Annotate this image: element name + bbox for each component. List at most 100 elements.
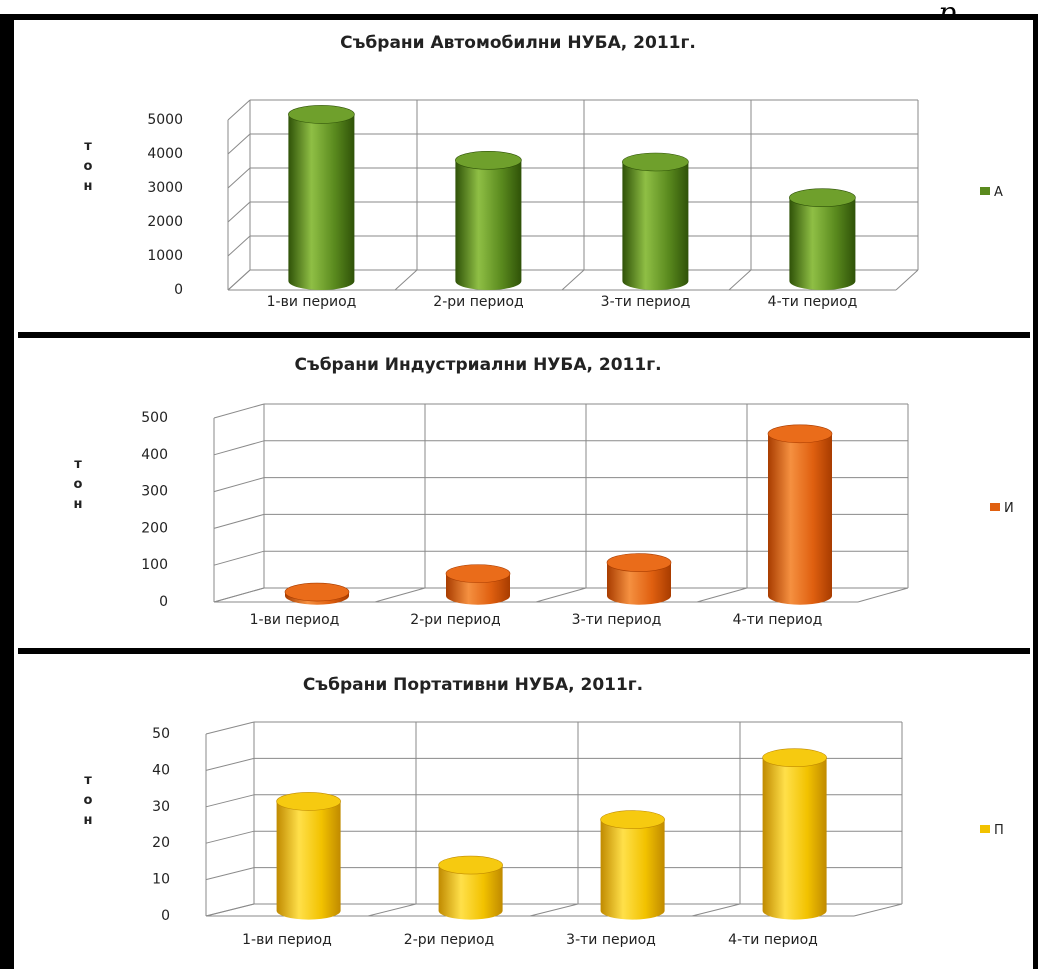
- chart-title: Събрани Автомобилни НУБА, 2011г.: [340, 33, 696, 53]
- gridline-depth: [213, 477, 265, 493]
- bar-top: [600, 810, 665, 829]
- legend-swatch: [980, 187, 990, 195]
- y-tick-label: 200: [141, 520, 168, 536]
- floor-divider: [374, 587, 426, 603]
- y-tick-label: 0: [159, 594, 168, 610]
- bar-body: [762, 757, 827, 920]
- y-axis-label: н: [74, 497, 83, 512]
- gridline-depth: [205, 757, 255, 771]
- y-tick-label: 100: [141, 557, 168, 573]
- floor-divider: [205, 903, 255, 917]
- x-tick-label: 1-ви период: [242, 932, 332, 948]
- x-tick-label: 3-ти период: [572, 612, 662, 628]
- gridline-depth: [227, 99, 251, 121]
- gridline-depth: [213, 440, 265, 456]
- x-tick-label: 2-ри период: [410, 612, 500, 628]
- bar-body: [622, 162, 689, 290]
- bar-body: [768, 433, 832, 605]
- y-tick-label: 1000: [147, 248, 183, 264]
- x-tick-label: 4-ти период: [728, 932, 818, 948]
- bar-body: [607, 562, 671, 605]
- bar: [455, 151, 522, 290]
- y-axis-label: т: [84, 139, 92, 154]
- floor-divider: [227, 269, 251, 291]
- floor-divider: [696, 587, 748, 603]
- y-axis-label: т: [84, 773, 92, 788]
- y-tick-label: 3000: [147, 180, 183, 196]
- chart-industrial: Събрани Индустриални НУБА, 2011г. 500 400 3…: [74, 355, 1014, 628]
- legend-label: А: [994, 185, 1003, 200]
- bar-body: [455, 160, 522, 290]
- x-tick-label: 1-ви период: [250, 612, 340, 628]
- chart-portable: Събрани Портативни НУБА, 2011г. 50 40 30 20 1…: [84, 675, 1004, 948]
- legend-label: И: [1004, 501, 1014, 516]
- x-tick-label: 1-ви период: [267, 294, 357, 310]
- x-tick-label: 3-ти период: [566, 932, 656, 948]
- y-axis-label: о: [74, 477, 83, 492]
- bar: [762, 748, 827, 920]
- y-tick-label: 4000: [147, 146, 183, 162]
- bar-body: [438, 865, 503, 920]
- gridline-depth: [205, 867, 255, 881]
- bar: [284, 582, 350, 605]
- y-axis-label: о: [84, 159, 93, 174]
- bar-top: [284, 582, 350, 602]
- x-tick-label: 2-ри период: [404, 932, 494, 948]
- gridline-depth: [205, 830, 255, 844]
- chart-panel-portable: Събрани Портативни НУБА, 2011г. 50 40 30 20 1…: [18, 654, 1030, 969]
- y-tick-label: 5000: [147, 112, 183, 128]
- floor-divider: [367, 903, 417, 917]
- bar-top: [455, 151, 522, 170]
- chart-title: Събрани Индустриални НУБА, 2011г.: [294, 355, 661, 375]
- bar-body: [276, 801, 341, 920]
- y-tick-label: 400: [141, 447, 168, 463]
- floor-divider: [728, 269, 752, 291]
- bar-top: [762, 748, 827, 768]
- legend-swatch: [980, 825, 990, 833]
- chart-divider: [18, 648, 1030, 654]
- y-tick-label: 10: [152, 872, 170, 888]
- y-tick-label: 50: [152, 726, 170, 742]
- bar-body: [600, 819, 665, 920]
- bar: [438, 855, 503, 920]
- floor-divider: [529, 903, 579, 917]
- gridline-depth: [213, 403, 265, 419]
- y-tick-label: 2000: [147, 214, 183, 230]
- bar-body: [789, 197, 856, 290]
- y-axis-label: о: [84, 793, 93, 808]
- bar-top: [767, 424, 833, 444]
- gridline-depth: [227, 133, 251, 155]
- floor-divider: [561, 269, 585, 291]
- y-tick-label: 300: [141, 484, 168, 500]
- legend-swatch: [990, 503, 1000, 511]
- bar: [600, 810, 665, 920]
- y-tick-label: 30: [152, 799, 170, 815]
- gridline-depth: [213, 550, 265, 566]
- bar: [606, 553, 672, 605]
- gridline-depth: [227, 235, 251, 257]
- floor-divider: [394, 269, 418, 291]
- y-axis-label: н: [84, 179, 93, 194]
- chart-title: Събрани Портативни НУБА, 2011г.: [303, 675, 643, 695]
- bar: [622, 152, 689, 290]
- x-tick-label: 3-ти период: [601, 294, 691, 310]
- bar-top: [789, 188, 856, 207]
- bar: [276, 792, 341, 920]
- bar-top: [622, 152, 689, 172]
- gridline-depth: [205, 794, 255, 808]
- y-tick-label: 40: [152, 762, 170, 778]
- page-frame-right: [1033, 14, 1038, 969]
- y-axis-label: н: [84, 813, 93, 828]
- gridline-depth: [227, 201, 251, 223]
- floor-divider: [213, 587, 265, 603]
- floor-divider: [857, 587, 909, 603]
- chart-panel-industrial: Събрани Индустриални НУБА, 2011г. 500 400 3…: [18, 338, 1030, 648]
- gridline-depth: [227, 167, 251, 189]
- floor-divider: [853, 903, 903, 917]
- y-tick-label: 500: [141, 410, 168, 426]
- x-tick-label: 4-ти период: [733, 612, 823, 628]
- bar: [789, 188, 856, 290]
- chart-automotive: Събрани Автомобилни НУБА, 2011г. 5000 4000…: [84, 33, 1003, 310]
- y-axis-label: т: [74, 457, 82, 472]
- x-tick-label: 2-ри период: [433, 294, 523, 310]
